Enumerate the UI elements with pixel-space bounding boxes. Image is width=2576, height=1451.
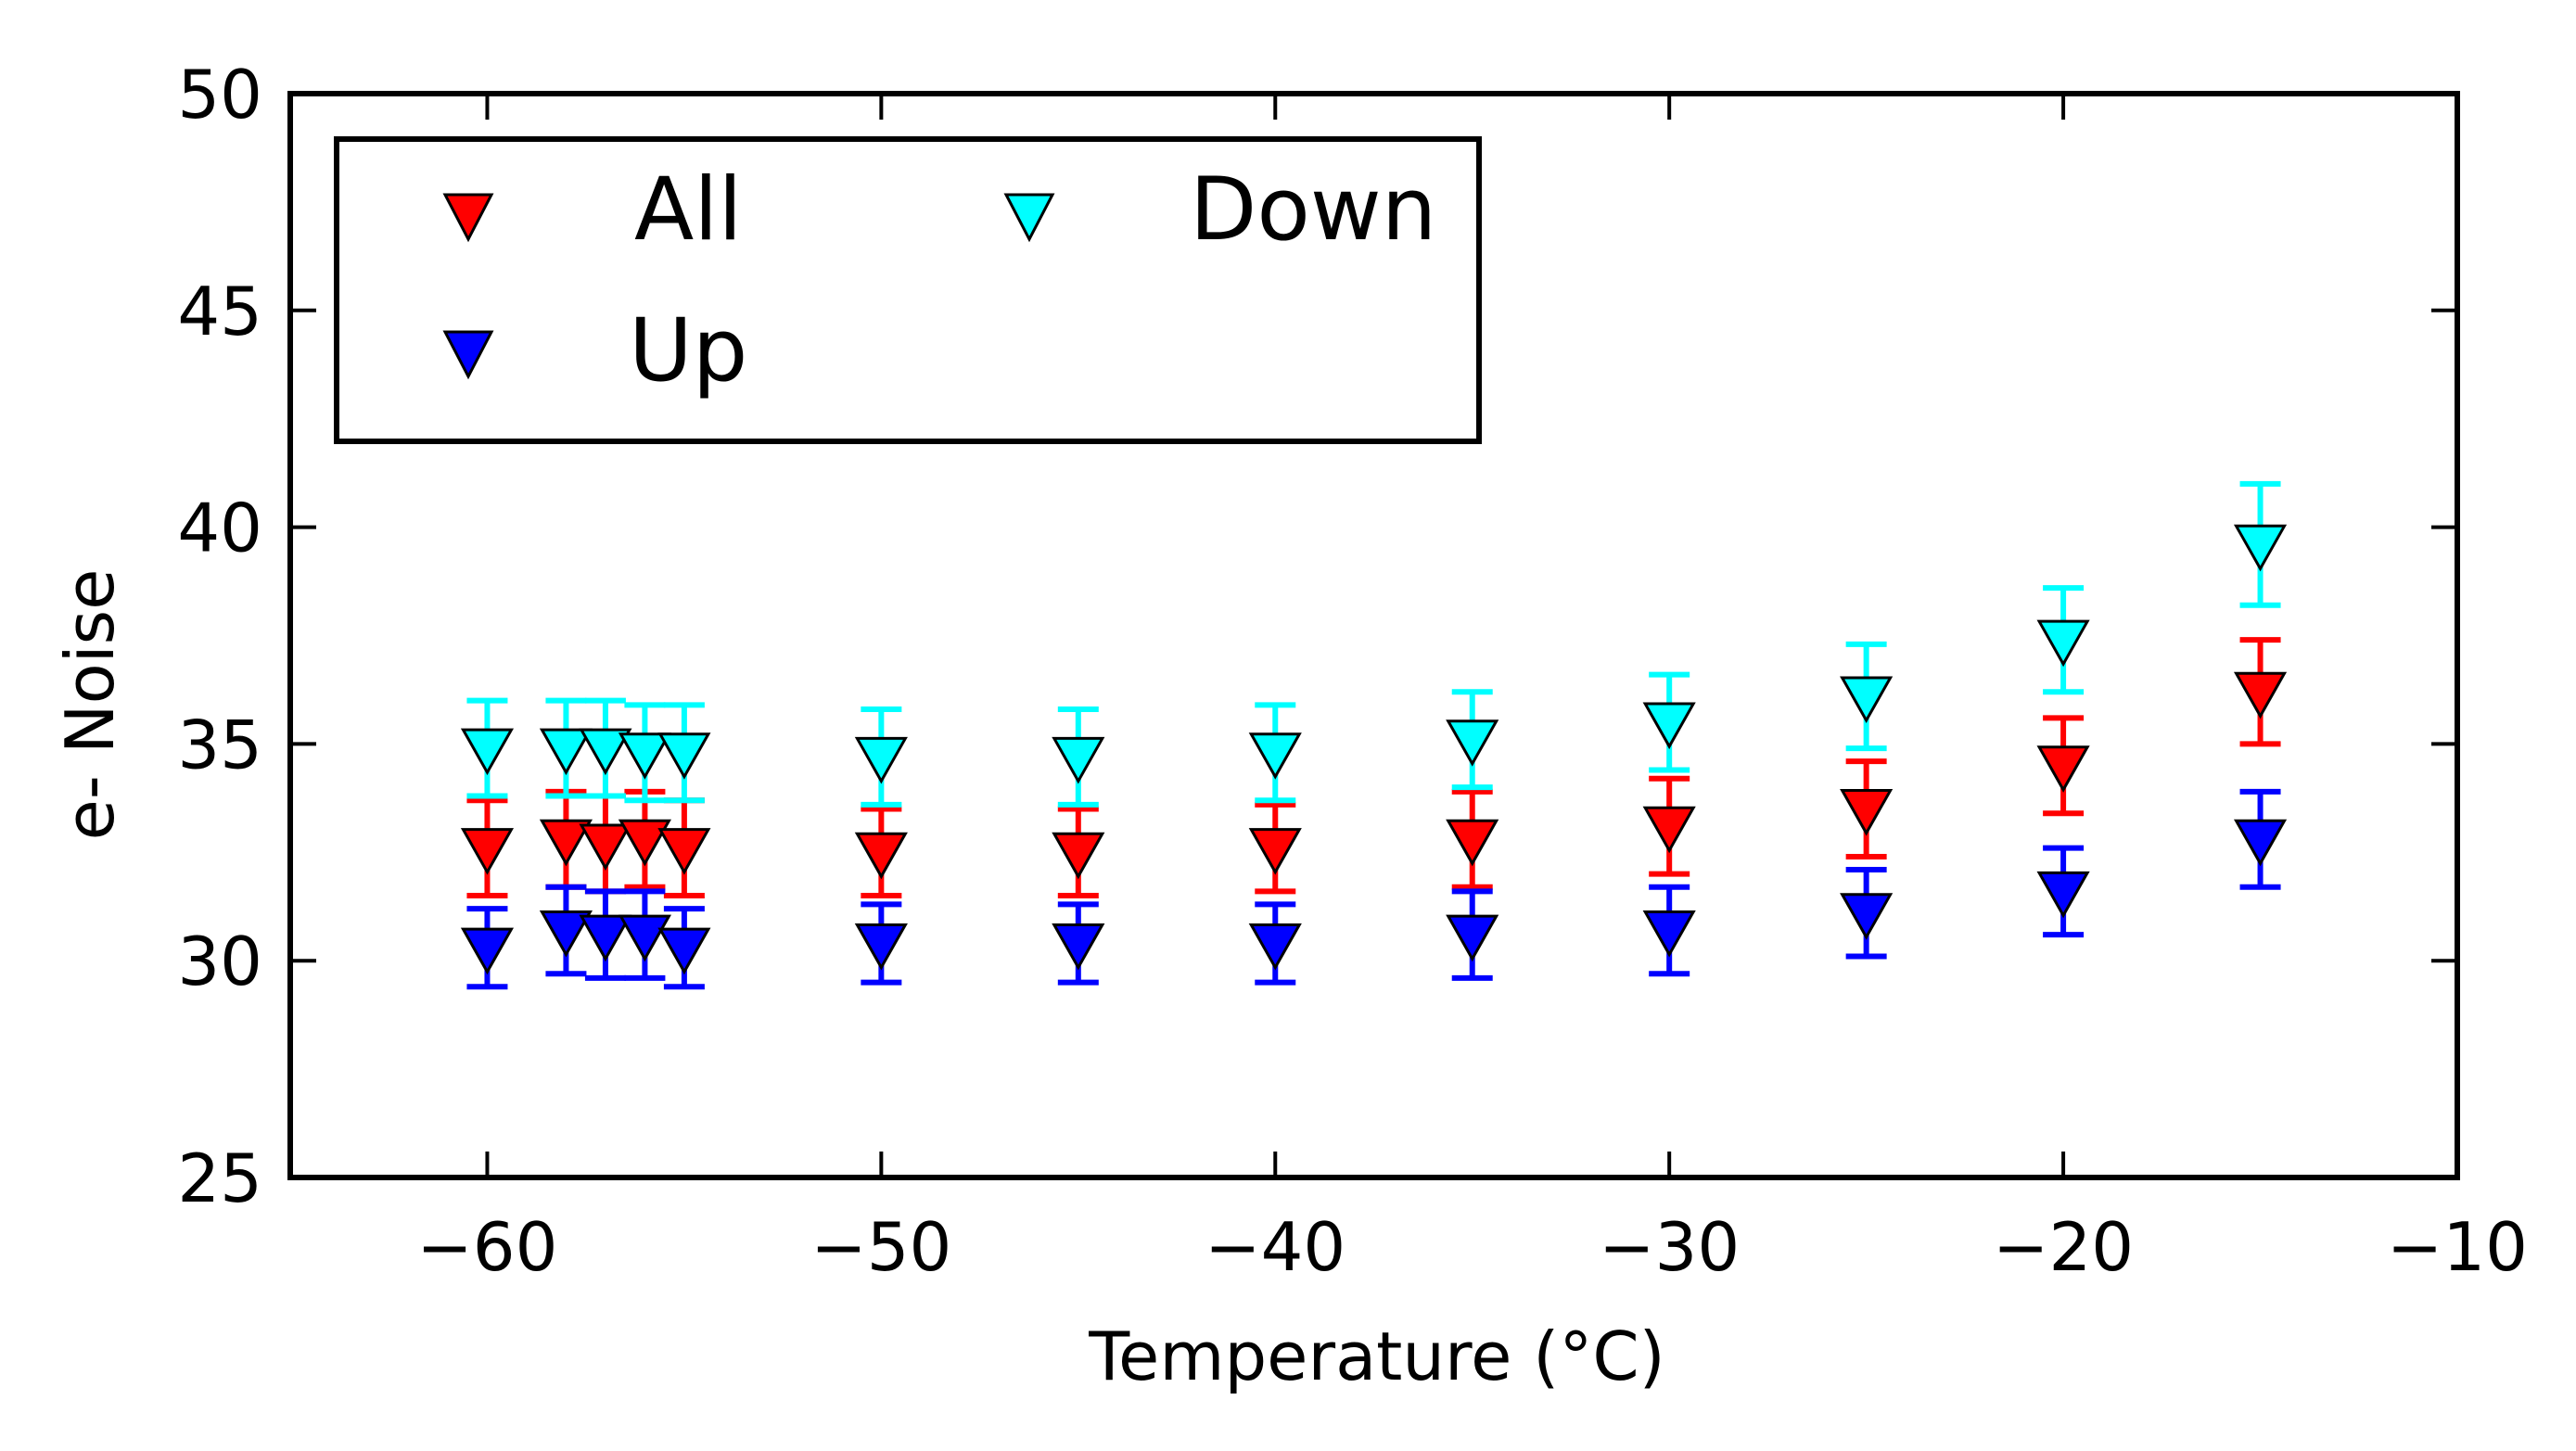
x-tick-label: −40 (1205, 1208, 1345, 1286)
legend-marker-all (442, 193, 494, 243)
data-point (1248, 732, 1302, 780)
y-axis-label: e- Noise (51, 569, 129, 841)
y-tick-label: 50 (177, 56, 262, 134)
data-point (2036, 745, 2090, 793)
data-point (657, 828, 711, 875)
x-axis-label: Temperature (°C) (1088, 1317, 1664, 1395)
data-point (1642, 806, 1696, 854)
data-point (539, 910, 593, 958)
data-point (2233, 819, 2288, 867)
data-point (1840, 893, 1894, 940)
y-tick-label: 40 (177, 490, 262, 567)
data-point (2233, 671, 2288, 719)
data-point (618, 819, 671, 867)
data-point (854, 832, 908, 880)
data-point (2233, 524, 2288, 572)
data-point (618, 732, 671, 780)
legend-marker-up (442, 330, 494, 380)
legend: All Up Down (334, 136, 1482, 444)
y-tick-label: 35 (177, 706, 262, 783)
data-point (1446, 819, 1499, 867)
data-point (1248, 923, 1302, 971)
legend-marker-down (1003, 193, 1055, 243)
data-point (1446, 914, 1499, 962)
legend-label-down: Down (1190, 159, 1436, 261)
data-point (460, 728, 515, 776)
y-tick-label: 30 (177, 923, 262, 1000)
data-point (854, 736, 908, 784)
x-tick-label: −50 (810, 1208, 951, 1286)
y-tick-label: 25 (177, 1139, 262, 1217)
legend-label-all: All (634, 159, 743, 261)
data-point (1446, 719, 1499, 767)
x-tick-label: −60 (416, 1208, 557, 1286)
data-point (460, 927, 515, 975)
series-up (460, 788, 2288, 990)
data-point (539, 819, 593, 867)
data-point (657, 927, 711, 975)
legend-frame (334, 136, 1482, 444)
legend-label-up: Up (629, 300, 747, 401)
data-point (2036, 619, 2090, 668)
plot-frame (287, 91, 2460, 1180)
x-tick-label: −20 (1993, 1208, 2134, 1286)
data-point (539, 728, 593, 776)
data-point (579, 728, 632, 776)
data-point (1052, 832, 1105, 880)
data-point (657, 732, 711, 780)
data-point (618, 914, 671, 962)
marks-layer (460, 480, 2288, 990)
data-point (1052, 736, 1105, 784)
data-point (579, 914, 632, 962)
data-point (1052, 923, 1105, 971)
y-tick-label: 45 (177, 273, 262, 350)
data-point (854, 923, 908, 971)
x-tick-label: −30 (1599, 1208, 1740, 1286)
x-tick-label: −10 (2387, 1208, 2528, 1286)
data-point (1840, 676, 1894, 724)
series-down (460, 480, 2288, 808)
data-point (2036, 871, 2090, 919)
data-point (1248, 828, 1302, 875)
axes-layer: −60 −50 −40 −30 −20 −10 25 30 35 40 45 50 (177, 56, 2528, 1286)
data-point (1840, 789, 1894, 836)
data-point (460, 828, 515, 875)
data-point (579, 823, 632, 871)
data-point (1642, 910, 1696, 958)
data-point (1642, 702, 1696, 750)
